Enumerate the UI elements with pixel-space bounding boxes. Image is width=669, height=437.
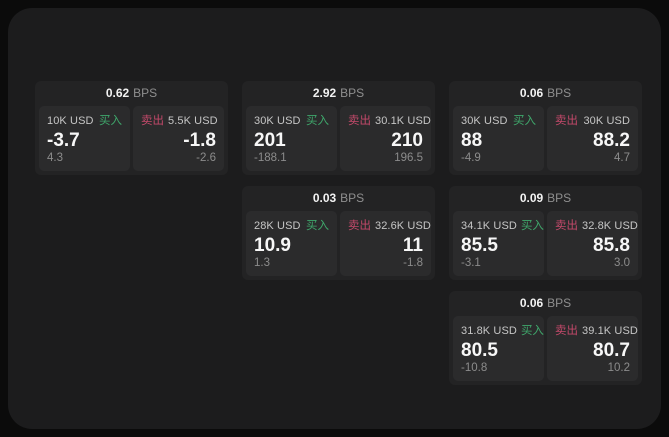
bps-unit-label: BPS (340, 191, 365, 205)
buy-label: 买入 (513, 115, 536, 127)
buy-amount: 34.1K USD (461, 220, 517, 232)
buy-quote-tile[interactable]: 34.1K USD 买入 85.5 -3.1 (453, 211, 544, 276)
sell-price: 11 (402, 234, 423, 256)
sell-label: 卖出 (141, 115, 164, 127)
bps-header: 0.09 BPS (449, 186, 642, 211)
buy-label: 买入 (306, 115, 329, 127)
quote-card: 0.62 BPS 10K USD 买入 -3.7 4.3 卖出 (35, 81, 228, 175)
sell-delta: 4.7 (614, 152, 630, 164)
quote-card-body: 31.8K USD 买入 80.5 -10.8 卖出 39.1K USD 80.… (449, 316, 642, 385)
quote-card-body: 30K USD 买入 88 -4.9 卖出 30K USD 88.2 4.7 (449, 106, 642, 175)
buy-delta: -4.9 (461, 152, 481, 164)
sell-quote-tile[interactable]: 卖出 39.1K USD 80.7 10.2 (547, 316, 638, 381)
sell-delta: -1.8 (403, 257, 423, 269)
quote-card: 0.09 BPS 34.1K USD 买入 85.5 -3.1 卖出 (449, 186, 642, 280)
bps-header: 0.03 BPS (242, 186, 435, 211)
buy-amount: 30K USD (254, 115, 301, 127)
bps-unit-label: BPS (340, 86, 365, 100)
sell-label: 卖出 (348, 220, 371, 232)
buy-amount: 31.8K USD (461, 325, 517, 337)
sell-delta: 10.2 (607, 362, 630, 374)
buy-amount: 28K USD (254, 220, 301, 232)
quote-card: 0.06 BPS 31.8K USD 买入 80.5 -10.8 卖 (449, 291, 642, 385)
sell-amount: 32.8K USD (582, 220, 638, 232)
sell-amount: 32.6K USD (375, 220, 431, 232)
buy-price: 10.9 (254, 234, 291, 256)
sell-quote-tile[interactable]: 卖出 5.5K USD -1.8 -2.6 (133, 106, 224, 171)
buy-label: 买入 (520, 325, 544, 337)
buy-quote-tile[interactable]: 30K USD 买入 88 -4.9 (453, 106, 544, 171)
bps-unit-label: BPS (547, 191, 572, 205)
buy-price: 88 (461, 129, 483, 151)
buy-label: 买入 (306, 220, 329, 232)
quote-card: 0.03 BPS 28K USD 买入 10.9 1.3 卖出 (242, 186, 435, 280)
quotes-panel: 0.62 BPS 10K USD 买入 -3.7 4.3 卖出 (8, 8, 661, 429)
quote-card: 0.06 BPS 30K USD 买入 88 -4.9 卖出 (449, 81, 642, 175)
bps-header: 0.62 BPS (35, 81, 228, 106)
bps-header: 0.06 BPS (449, 291, 642, 316)
sell-quote-tile[interactable]: 卖出 30.1K USD 210 196.5 (340, 106, 431, 171)
sell-quote-tile[interactable]: 卖出 30K USD 88.2 4.7 (547, 106, 638, 171)
bps-value: 2.92 (312, 86, 337, 100)
buy-delta: 1.3 (254, 257, 270, 269)
quote-card-body: 34.1K USD 买入 85.5 -3.1 卖出 32.8K USD 85.8… (449, 211, 642, 280)
buy-delta: -3.1 (461, 257, 481, 269)
buy-quote-tile[interactable]: 30K USD 买入 201 -188.1 (246, 106, 337, 171)
bps-value: 0.06 (519, 296, 544, 310)
sell-price: 80.7 (593, 339, 630, 361)
sell-price: 210 (391, 129, 423, 151)
quote-card-body: 30K USD 买入 201 -188.1 卖出 30.1K USD 210 1… (242, 106, 435, 175)
buy-price: 201 (254, 129, 286, 151)
sell-price: -1.8 (183, 129, 216, 151)
sell-quote-tile[interactable]: 卖出 32.6K USD 11 -1.8 (340, 211, 431, 276)
sell-quote-tile[interactable]: 卖出 32.8K USD 85.8 3.0 (547, 211, 638, 276)
bps-value: 0.06 (519, 86, 544, 100)
buy-label: 买入 (99, 115, 122, 127)
sell-label: 卖出 (555, 115, 578, 127)
bps-unit-label: BPS (547, 296, 572, 310)
buy-amount: 30K USD (461, 115, 508, 127)
quote-card-grid: 0.62 BPS 10K USD 买入 -3.7 4.3 卖出 (35, 81, 642, 385)
sell-delta: 196.5 (394, 152, 423, 164)
sell-delta: 3.0 (614, 257, 630, 269)
quote-card-body: 10K USD 买入 -3.7 4.3 卖出 5.5K USD -1.8 -2.… (35, 106, 228, 175)
buy-quote-tile[interactable]: 10K USD 买入 -3.7 4.3 (39, 106, 130, 171)
bps-unit-label: BPS (133, 86, 158, 100)
buy-quote-tile[interactable]: 31.8K USD 买入 80.5 -10.8 (453, 316, 544, 381)
quote-card: 2.92 BPS 30K USD 买入 201 -188.1 卖出 (242, 81, 435, 175)
sell-delta: -2.6 (196, 152, 216, 164)
sell-amount: 30K USD (583, 115, 630, 127)
bps-header: 2.92 BPS (242, 81, 435, 106)
sell-amount: 5.5K USD (168, 115, 218, 127)
buy-label: 买入 (520, 220, 544, 232)
buy-delta: -188.1 (254, 152, 287, 164)
bps-value: 0.03 (312, 191, 337, 205)
bps-header: 0.06 BPS (449, 81, 642, 106)
quote-card-body: 28K USD 买入 10.9 1.3 卖出 32.6K USD 11 -1.8 (242, 211, 435, 280)
bps-unit-label: BPS (547, 86, 572, 100)
buy-price: 85.5 (461, 234, 498, 256)
sell-label: 卖出 (555, 220, 578, 232)
sell-label: 卖出 (555, 325, 578, 337)
buy-price: -3.7 (47, 129, 80, 151)
sell-price: 88.2 (593, 129, 630, 151)
sell-price: 85.8 (593, 234, 630, 256)
sell-amount: 30.1K USD (375, 115, 431, 127)
buy-quote-tile[interactable]: 28K USD 买入 10.9 1.3 (246, 211, 337, 276)
sell-label: 卖出 (348, 115, 371, 127)
buy-delta: 4.3 (47, 152, 63, 164)
buy-price: 80.5 (461, 339, 498, 361)
buy-delta: -10.8 (461, 362, 488, 374)
bps-value: 0.09 (519, 191, 544, 205)
bps-value: 0.62 (105, 86, 130, 100)
sell-amount: 39.1K USD (582, 325, 638, 337)
buy-amount: 10K USD (47, 115, 94, 127)
